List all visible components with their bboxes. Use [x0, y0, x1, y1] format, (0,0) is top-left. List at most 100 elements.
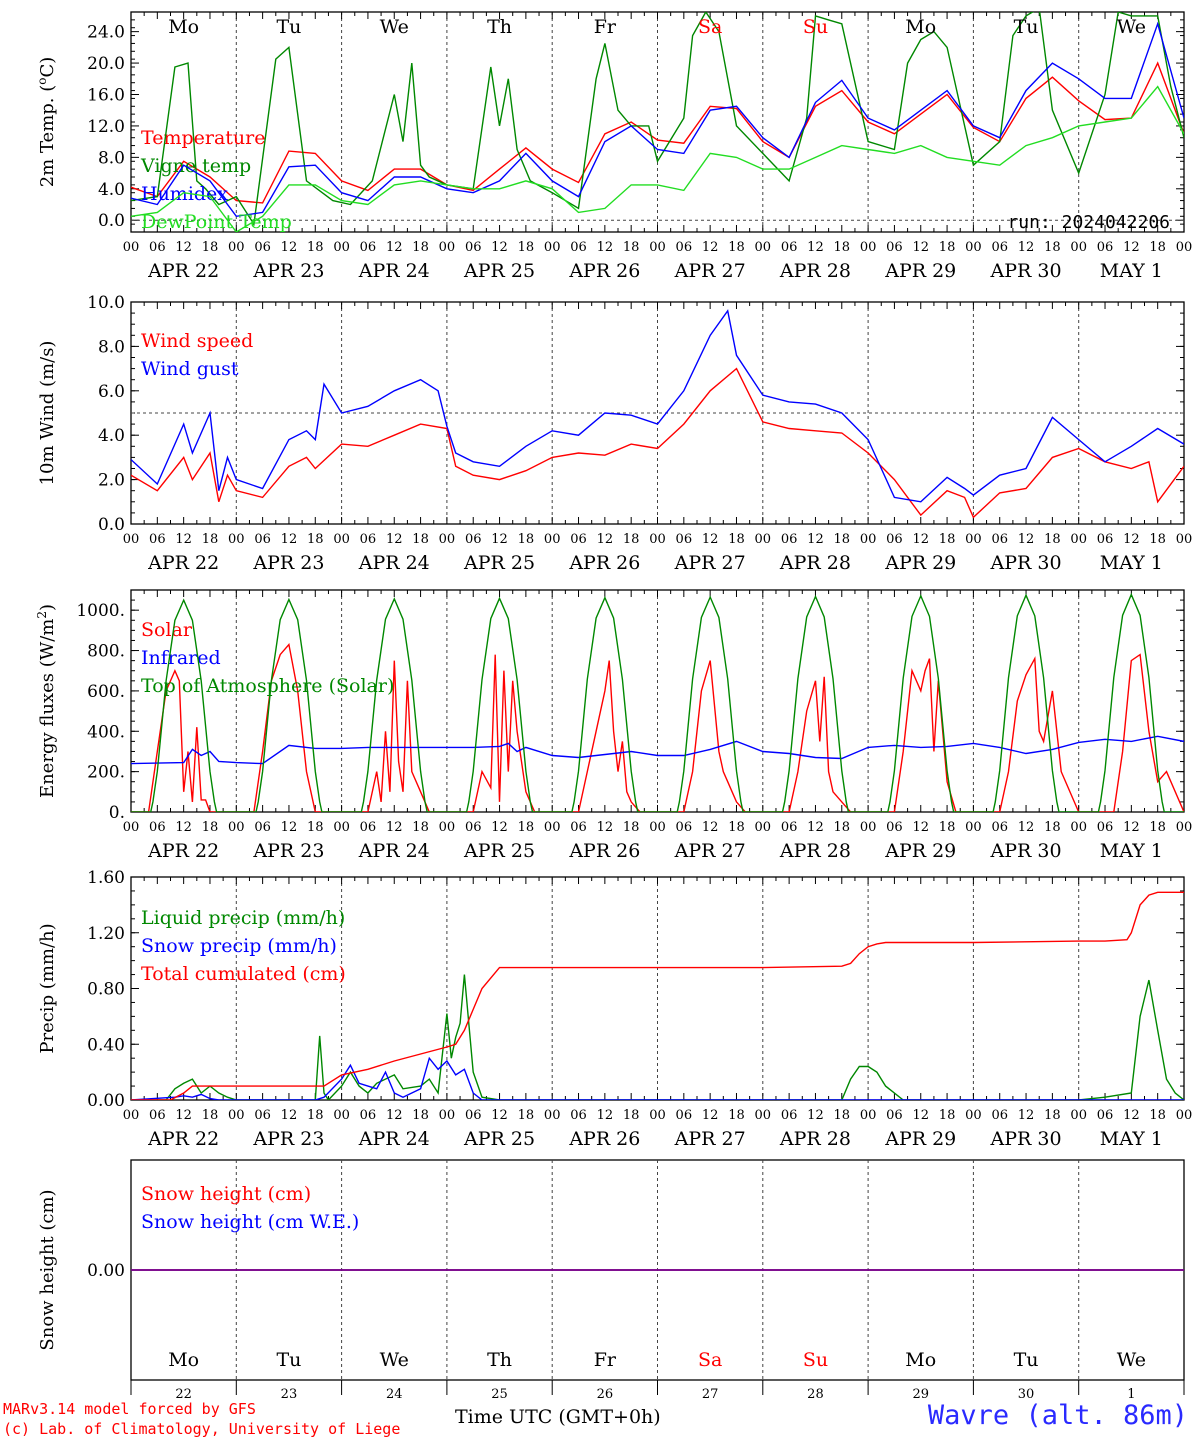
- hour-label: 18: [518, 1108, 535, 1123]
- hour-label: 06: [886, 240, 903, 255]
- hour-label: 06: [781, 532, 798, 547]
- date-label: APR 24: [358, 840, 430, 862]
- hour-label: 12: [702, 240, 719, 255]
- y-tick-label: 200.: [87, 763, 125, 783]
- y-tick-label: 6.0: [98, 382, 125, 402]
- series-line-wind-gust: [131, 309, 1184, 503]
- bottom-day-label: Sa: [698, 1349, 722, 1371]
- hour-label: 12: [1123, 240, 1140, 255]
- day-label: Tu: [1014, 16, 1039, 38]
- copyright-credit: (c) Lab. of Climatology, University of L…: [3, 1420, 401, 1438]
- hour-label: 12: [597, 240, 614, 255]
- hour-label: 06: [991, 532, 1008, 547]
- y-tick-label: 2.0: [98, 471, 125, 491]
- date-label: APR 25: [463, 260, 535, 282]
- y-tick-label: 0.40: [87, 1035, 125, 1055]
- hour-label: 12: [597, 1108, 614, 1123]
- unit-close: ): [37, 604, 58, 611]
- date-label: APR 27: [674, 1128, 746, 1150]
- hour-label: 00: [544, 820, 561, 835]
- bottom-day-label: Mo: [168, 1349, 199, 1371]
- hour-label: 12: [912, 820, 929, 835]
- hour-label: 00: [439, 820, 456, 835]
- y-tick-label: 20.0: [87, 54, 125, 74]
- y-tick-label: 0.80: [87, 980, 125, 1000]
- hour-label: 00: [439, 532, 456, 547]
- panel-3: 0. 200. 400. 600. 800. 1000. Energy fluxes (W/…: [35, 589, 1185, 823]
- bottom-day-label: Su: [803, 1349, 828, 1371]
- hour-label: 06: [465, 820, 482, 835]
- run-annotation: run: 2024042206: [1007, 212, 1170, 233]
- y-tick-label: 1.60: [87, 868, 125, 888]
- y-tick-label: 8.0: [98, 148, 125, 168]
- hour-label: 00: [965, 820, 982, 835]
- y-axis-label: Energy fluxes (W/m2): [35, 604, 58, 798]
- date-label: MAY 1: [1100, 552, 1163, 574]
- hour-label: 12: [491, 532, 508, 547]
- hour-label: 18: [834, 240, 851, 255]
- hour-label: 00: [123, 820, 140, 835]
- hour-label: 00: [333, 532, 350, 547]
- hour-label: 12: [702, 1108, 719, 1123]
- series-line-liquid-precip-mm-h-: [131, 974, 1184, 1100]
- hour-label: 18: [518, 240, 535, 255]
- hour-label: 00: [649, 532, 666, 547]
- date-label: APR 26: [568, 1128, 640, 1150]
- hour-label: 12: [912, 532, 929, 547]
- hour-label: 12: [1123, 532, 1140, 547]
- date-label: APR 26: [568, 260, 640, 282]
- bottom-day-label: Mo: [905, 1349, 936, 1371]
- bottom-day-label: We: [1117, 1349, 1146, 1371]
- hour-label: 00: [544, 1108, 561, 1123]
- hour-label: 06: [886, 532, 903, 547]
- y-tick-label: 0.0: [98, 515, 125, 535]
- date-label: APR 29: [884, 552, 956, 574]
- hour-label: 18: [202, 532, 219, 547]
- hour-label: 06: [360, 820, 377, 835]
- day-label: Mo: [905, 16, 936, 38]
- y-tick-label: 12.0: [87, 117, 125, 137]
- day-label: We: [1117, 16, 1146, 38]
- y-axis-label: Snow height (cm): [37, 1189, 58, 1350]
- day-label: Su: [803, 16, 828, 38]
- hour-label: 18: [412, 1108, 429, 1123]
- y-tick-label: 4.0: [98, 426, 125, 446]
- hour-label: 18: [1149, 820, 1166, 835]
- hour-label: 18: [307, 240, 324, 255]
- panel-1: 0.0 4.0 8.0 12.0 16.0 20.0 24.0 2m Temp. (oC) Te…: [35, 11, 1185, 233]
- hour-label: 18: [202, 240, 219, 255]
- hour-label: 06: [360, 1108, 377, 1123]
- hour-label: 06: [360, 532, 377, 547]
- y-axis-label: Precip (mm/h): [37, 923, 58, 1053]
- hour-label: 18: [1149, 1108, 1166, 1123]
- hour-label: 00: [1176, 240, 1193, 255]
- hour-label: 06: [781, 240, 798, 255]
- hour-label: 18: [307, 532, 324, 547]
- hour-label: 12: [491, 240, 508, 255]
- hour-label: 18: [1044, 1108, 1061, 1123]
- time-axis-label: Time UTC (GMT+0h): [455, 1406, 661, 1428]
- date-label: APR 27: [674, 552, 746, 574]
- y-tick-label: 16.0: [87, 86, 125, 106]
- y-axis-label: 2m Temp. (oC): [35, 57, 58, 188]
- day-label: Th: [487, 16, 512, 38]
- hour-label: 06: [465, 240, 482, 255]
- legend-entry: Wind speed: [141, 330, 253, 352]
- y-tick-label: 0.0: [98, 211, 125, 231]
- day-label: Sa: [698, 16, 722, 38]
- hour-label: 18: [939, 240, 956, 255]
- hour-label: 18: [623, 1108, 640, 1123]
- legend-entry: Snow precip (mm/h): [141, 935, 337, 957]
- date-label: APR 30: [990, 1128, 1062, 1150]
- date-label: APR 30: [990, 260, 1062, 282]
- bottom-date-number: 26: [597, 1387, 614, 1402]
- date-label: APR 29: [884, 1128, 956, 1150]
- hour-label: 12: [702, 820, 719, 835]
- hour-label: 12: [1123, 820, 1140, 835]
- hour-label: 00: [860, 1108, 877, 1123]
- hour-label: 00: [333, 1108, 350, 1123]
- hour-label: 18: [728, 240, 745, 255]
- date-label: APR 25: [463, 840, 535, 862]
- hour-label: 18: [834, 820, 851, 835]
- hour-label: 06: [570, 240, 587, 255]
